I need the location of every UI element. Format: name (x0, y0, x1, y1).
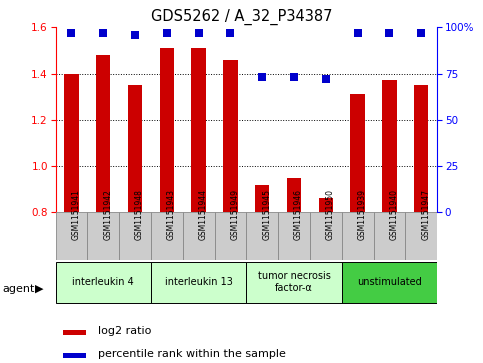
Bar (414, 85, 428, 212)
Point (131, 32, 139, 37)
Point (354, 30, 361, 36)
FancyBboxPatch shape (214, 212, 246, 260)
Point (322, 76, 330, 82)
Point (195, 30, 202, 36)
Bar (287, 178, 301, 212)
FancyBboxPatch shape (342, 212, 373, 260)
Bar (64, 73, 79, 212)
Bar (191, 48, 206, 212)
FancyBboxPatch shape (405, 212, 437, 260)
Point (417, 30, 425, 36)
Bar (382, 81, 397, 212)
Bar (255, 184, 270, 212)
Point (227, 30, 234, 36)
Text: GSM1151939: GSM1151939 (357, 189, 367, 240)
Point (385, 30, 393, 36)
Text: log2 ratio: log2 ratio (98, 326, 151, 336)
Text: GDS5262 / A_32_P34387: GDS5262 / A_32_P34387 (151, 9, 332, 25)
Text: GSM1151946: GSM1151946 (294, 189, 303, 240)
FancyBboxPatch shape (246, 212, 278, 260)
Text: GSM1151950: GSM1151950 (326, 189, 335, 240)
Point (290, 74, 298, 80)
Text: GSM1151944: GSM1151944 (199, 189, 208, 240)
FancyBboxPatch shape (310, 212, 342, 260)
FancyBboxPatch shape (56, 212, 87, 260)
FancyBboxPatch shape (278, 212, 310, 260)
Point (163, 30, 170, 36)
FancyBboxPatch shape (56, 262, 151, 303)
Text: interleukin 13: interleukin 13 (165, 277, 233, 287)
Text: GSM1151941: GSM1151941 (71, 189, 81, 240)
Text: GSM1151945: GSM1151945 (262, 189, 271, 240)
Point (68, 30, 75, 36)
Bar (223, 60, 238, 212)
Bar (63, 353, 86, 358)
FancyBboxPatch shape (87, 212, 119, 260)
Text: agent: agent (2, 284, 35, 294)
Text: GSM1151942: GSM1151942 (103, 189, 112, 240)
FancyBboxPatch shape (246, 262, 342, 303)
FancyBboxPatch shape (342, 262, 437, 303)
Bar (63, 330, 86, 335)
Text: GSM1151948: GSM1151948 (135, 189, 144, 240)
Bar (128, 85, 142, 212)
Text: GSM1151949: GSM1151949 (230, 189, 240, 240)
FancyBboxPatch shape (373, 212, 405, 260)
Bar (160, 48, 174, 212)
FancyBboxPatch shape (119, 212, 151, 260)
Text: GSM1151940: GSM1151940 (389, 189, 398, 240)
Bar (351, 94, 365, 212)
FancyBboxPatch shape (151, 212, 183, 260)
Text: ▶: ▶ (35, 284, 43, 294)
FancyBboxPatch shape (183, 212, 214, 260)
Bar (319, 199, 333, 212)
Text: tumor necrosis
factor-α: tumor necrosis factor-α (257, 272, 330, 293)
Text: GSM1151947: GSM1151947 (421, 189, 430, 240)
Text: percentile rank within the sample: percentile rank within the sample (98, 349, 285, 359)
Text: unstimulated: unstimulated (357, 277, 422, 287)
Point (99, 30, 107, 36)
Bar (96, 55, 111, 212)
FancyBboxPatch shape (151, 262, 246, 303)
Point (258, 74, 266, 80)
Text: interleukin 4: interleukin 4 (72, 277, 134, 287)
Text: GSM1151943: GSM1151943 (167, 189, 176, 240)
